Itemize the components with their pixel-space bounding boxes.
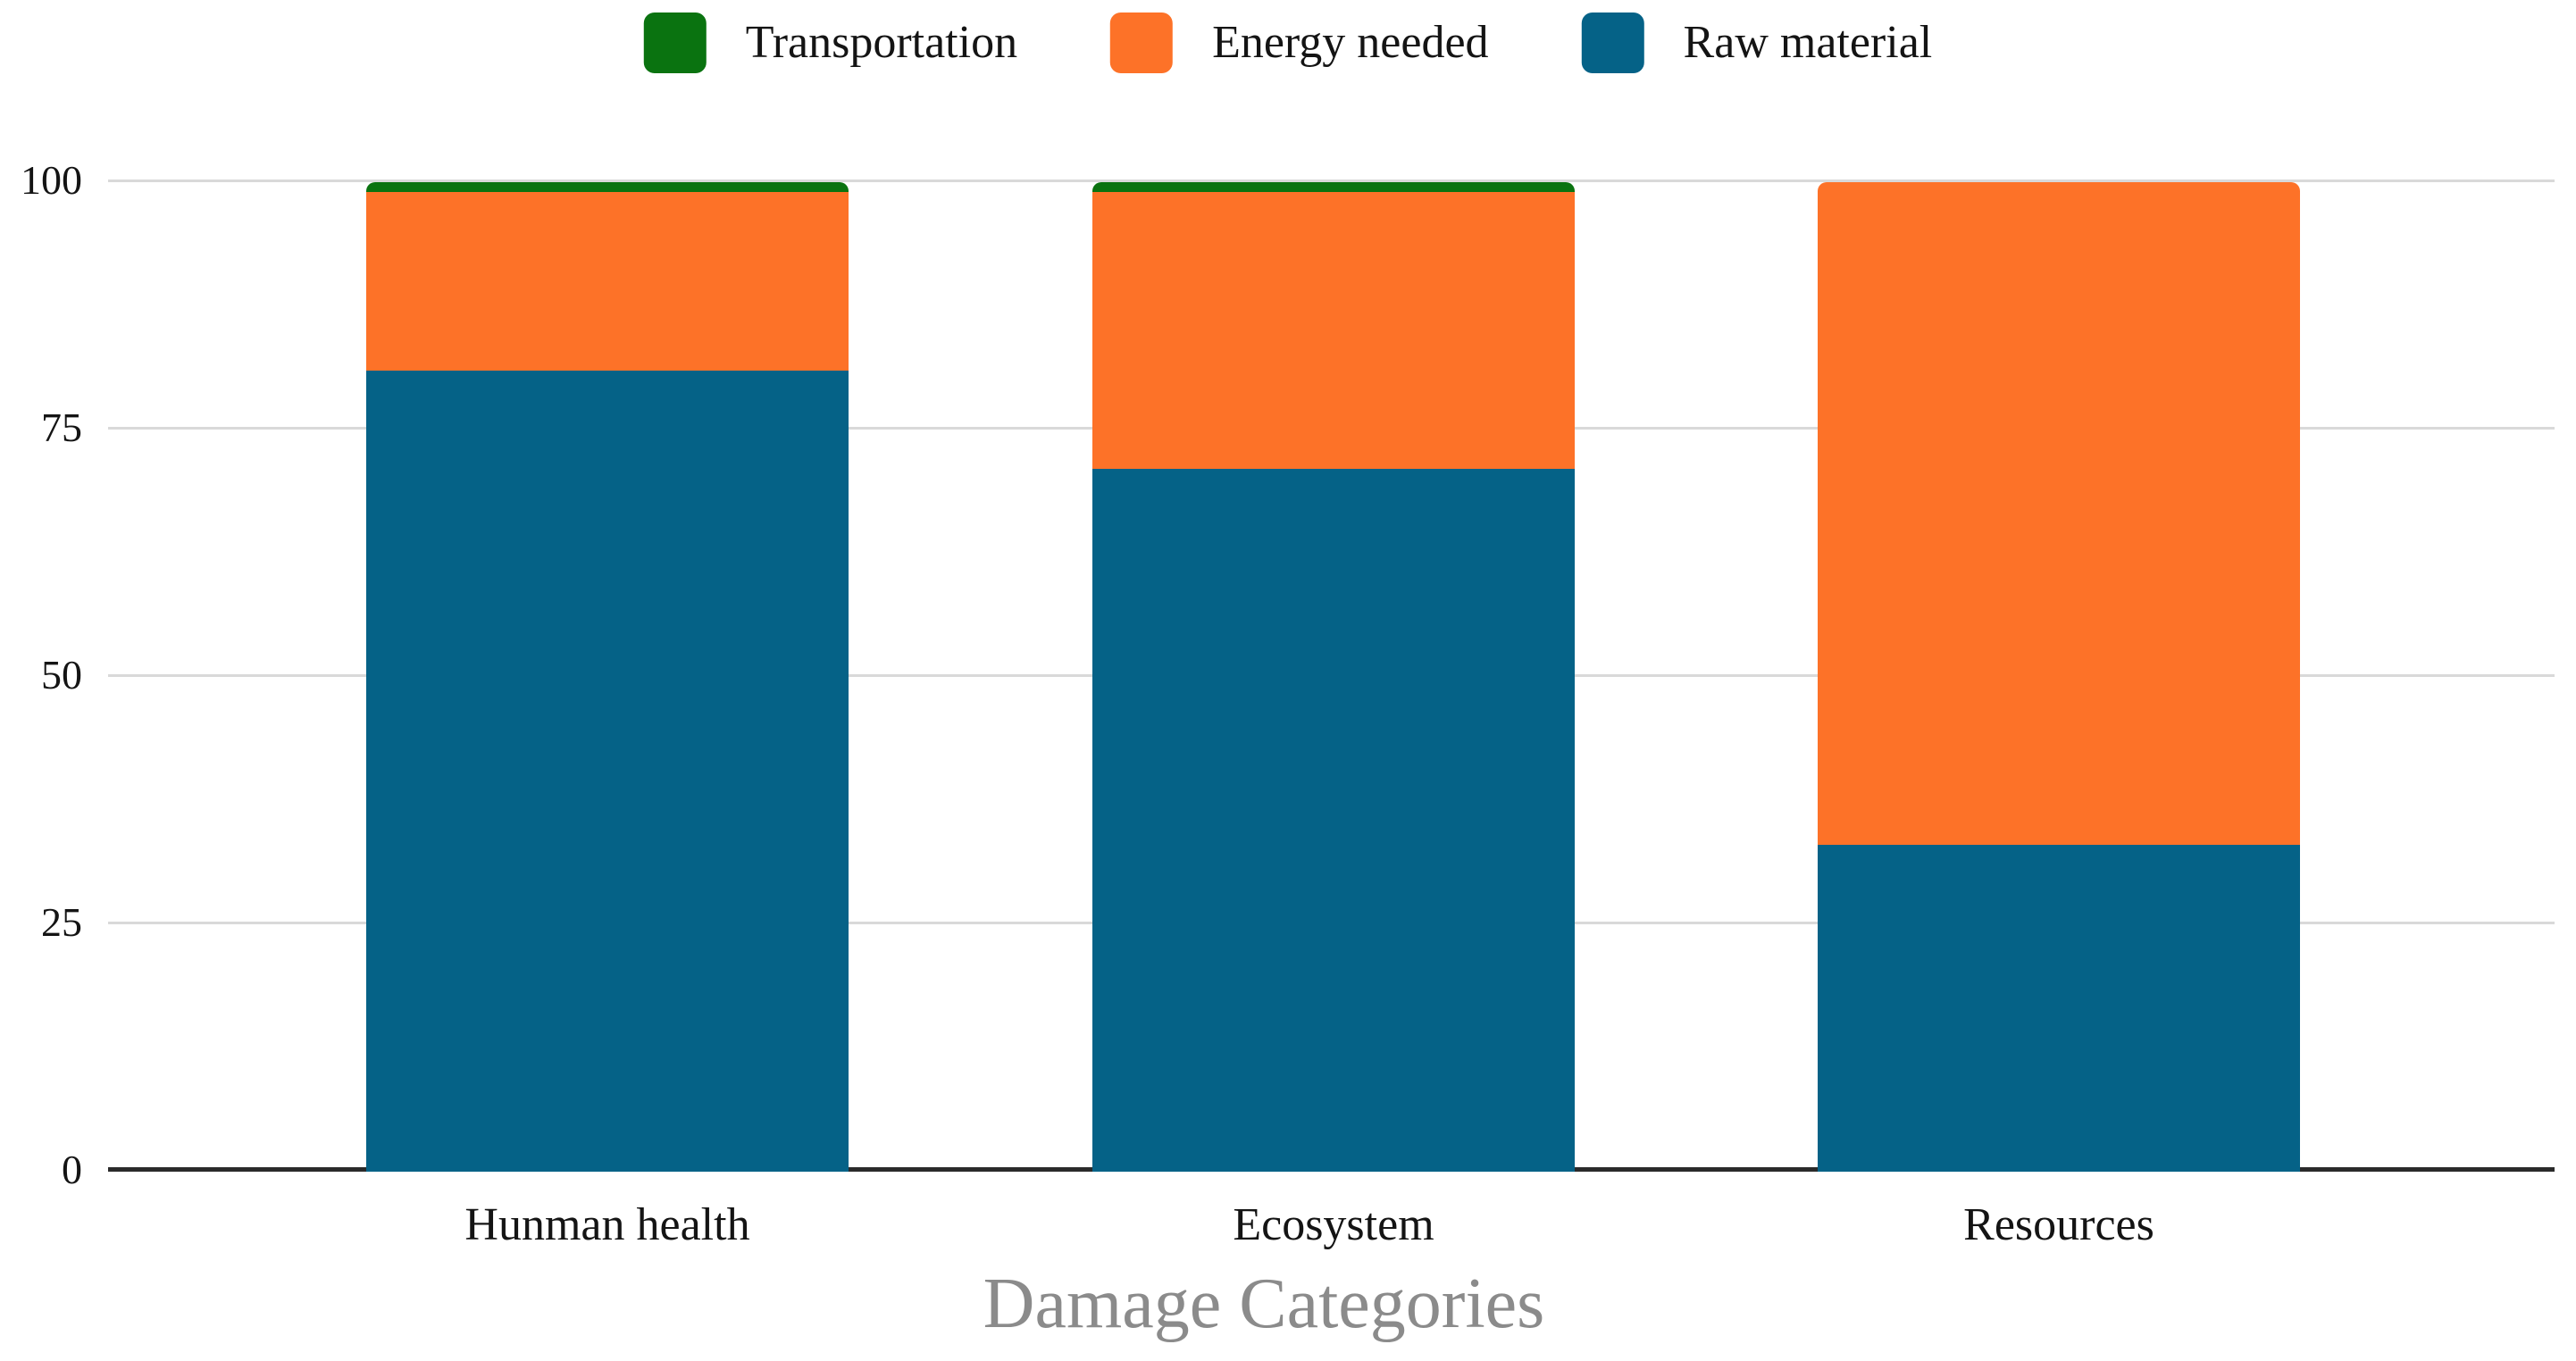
legend-label: Raw material [1683, 17, 1933, 68]
legend-swatch-raw-material [1581, 13, 1644, 73]
y-tick-label-25: 25 [41, 899, 82, 945]
plot-area [108, 179, 2555, 1172]
bar-hunman-health [366, 182, 849, 1172]
x-tick-label-hunman-health: Hunman health [464, 1199, 750, 1250]
bar-segment-hunman-health-raw-material [366, 370, 849, 1172]
y-tick-label-75: 75 [41, 405, 82, 450]
bar-segment-ecosystem-transportation [1092, 182, 1575, 193]
bar-segment-hunman-health-energy-needed [366, 192, 849, 371]
bar-segment-ecosystem-raw-material [1092, 469, 1575, 1172]
legend-item-transportation: Transportation [643, 13, 1018, 73]
y-tick-label-100: 100 [21, 157, 82, 203]
bar-segment-resources-raw-material [1818, 845, 2300, 1172]
y-tick-label-0: 0 [62, 1147, 82, 1192]
legend-label: Energy needed [1212, 17, 1489, 68]
bar-segment-hunman-health-transportation [366, 182, 849, 193]
legend-swatch-transportation [643, 13, 707, 73]
legend-swatch-energy-needed [1110, 13, 1174, 73]
bar-resources [1818, 182, 2300, 1172]
legend-label: Transportation [745, 17, 1018, 68]
bar-segment-resources-energy-needed [1818, 182, 2300, 846]
gridline-100 [108, 179, 2555, 182]
y-tick-label-50: 50 [41, 652, 82, 697]
bar-segment-ecosystem-energy-needed [1092, 192, 1575, 470]
legend-item-raw-material: Raw material [1581, 13, 1933, 73]
bar-ecosystem [1092, 182, 1575, 1172]
legend-item-energy-needed: Energy needed [1110, 13, 1489, 73]
x-tick-label-ecosystem: Ecosystem [1233, 1199, 1434, 1250]
x-tick-label-resources: Resources [1963, 1199, 2154, 1250]
legend: Transportation Energy needed Raw material [643, 13, 1933, 73]
x-axis-title: Damage Categories [983, 1265, 1545, 1343]
